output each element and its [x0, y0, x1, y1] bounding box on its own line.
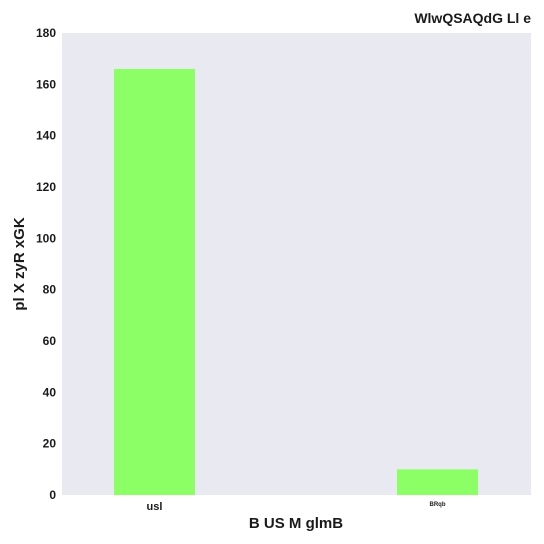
bar-BRqb: [397, 469, 478, 495]
x-axis-ticks: usl BRqb: [147, 501, 446, 513]
y-tick-label: 80: [43, 283, 57, 297]
x-tick-label: usl: [147, 501, 163, 513]
x-tick-label: BRqb: [430, 502, 446, 508]
bars-group: [114, 68, 478, 495]
bar-usl: [114, 68, 195, 495]
y-tick-label: 120: [36, 180, 56, 194]
y-tick-label: 160: [36, 77, 56, 91]
y-tick-label: 60: [43, 334, 57, 348]
y-tick-label: 40: [43, 385, 57, 399]
y-axis-ticks: 0 20 40 60 80 100 120 140 160 180: [36, 26, 56, 502]
y-tick-label: 180: [36, 26, 56, 40]
y-tick-label: 20: [43, 437, 57, 451]
chart-title: WlwQSAQdG Ll e: [414, 10, 531, 26]
y-axis-label: pl X zyR xGK: [11, 217, 28, 311]
y-tick-label: 0: [49, 488, 56, 502]
x-axis-label: B US M glmB: [249, 515, 343, 532]
y-tick-label: 100: [36, 231, 56, 245]
y-tick-label: 140: [36, 129, 56, 143]
